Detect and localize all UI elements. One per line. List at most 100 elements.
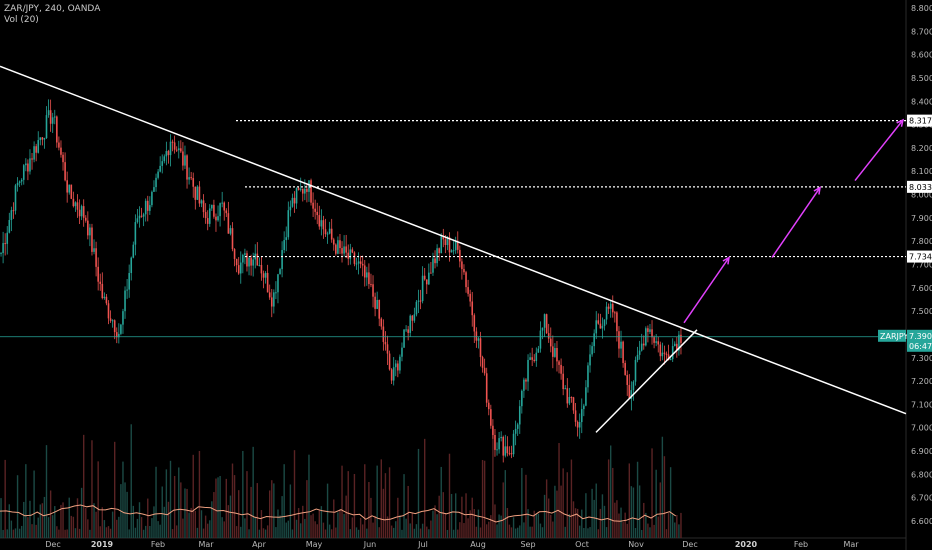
volume-bar	[60, 504, 62, 538]
candle	[157, 171, 159, 178]
volume-bar	[438, 495, 440, 538]
x-tick-label: Oct	[575, 540, 589, 549]
volume-bar	[564, 526, 566, 538]
volume-bar	[39, 504, 41, 538]
volume-bar	[626, 523, 628, 538]
descending-trendline[interactable]	[0, 65, 907, 415]
candle	[380, 318, 383, 327]
candle	[574, 410, 577, 422]
candle	[399, 356, 401, 371]
volume-bar	[122, 461, 124, 538]
volume-bar	[202, 528, 205, 538]
symbol-label[interactable]: ZAR/JPY, 240, OANDA	[4, 4, 101, 14]
x-tick-label: Aug	[470, 540, 486, 549]
y-tick-label: 7.800	[911, 237, 932, 246]
volume-bar	[233, 475, 236, 538]
candle	[186, 155, 188, 180]
volume-bar	[12, 529, 15, 538]
candle	[657, 341, 660, 345]
volume-bar	[219, 475, 221, 538]
candle	[440, 236, 443, 254]
volume-bar	[260, 510, 263, 538]
candle	[304, 188, 306, 194]
candle	[223, 202, 226, 211]
volume-bar	[155, 466, 157, 538]
candle	[324, 229, 327, 235]
candle	[289, 206, 292, 211]
volume-bar	[134, 527, 137, 538]
volume-bar	[641, 529, 643, 538]
y-tick-label: 8.500	[911, 74, 932, 83]
volume-bar	[357, 529, 360, 538]
candle	[206, 218, 209, 224]
volume-bar	[8, 504, 10, 538]
volume-bar	[432, 510, 434, 538]
candle	[173, 142, 176, 150]
candle	[105, 296, 108, 304]
volume-bar	[467, 518, 469, 538]
projection-arrow[interactable]	[683, 257, 730, 324]
candle	[142, 214, 145, 217]
candle	[430, 272, 432, 274]
candle	[326, 233, 329, 235]
projection-arrow[interactable]	[854, 119, 904, 182]
candle	[208, 208, 211, 224]
volume-bar	[266, 525, 269, 538]
volume-bar	[583, 527, 585, 538]
projection-arrow[interactable]	[771, 187, 821, 258]
candle	[560, 364, 562, 374]
volume-bar	[649, 527, 651, 538]
volume-bar	[421, 523, 424, 538]
volume-indicator-label[interactable]: Vol (20)	[4, 15, 39, 25]
candle	[130, 257, 133, 274]
volume-bar	[235, 526, 238, 538]
candle	[649, 329, 651, 332]
volume-bar	[390, 525, 393, 538]
volume-bar	[149, 526, 151, 538]
volume-bar	[62, 502, 64, 538]
candle	[353, 252, 356, 264]
candle	[597, 320, 600, 324]
candle	[99, 281, 102, 284]
candle	[616, 312, 618, 332]
candle	[446, 237, 449, 246]
volume-bar	[409, 523, 411, 538]
ascending-trendline[interactable]	[595, 329, 698, 433]
candle	[118, 333, 120, 338]
y-tick-label: 8.800	[911, 4, 932, 13]
volume-bar	[661, 436, 664, 538]
candle	[101, 283, 104, 299]
candle	[25, 163, 27, 166]
volume-bar	[221, 517, 223, 538]
volume-bar	[581, 509, 583, 538]
volume-bar	[153, 506, 155, 538]
y-tick-label: 8.200	[911, 144, 932, 153]
candle	[196, 186, 199, 200]
volume-bar	[498, 514, 500, 538]
volume-bar	[550, 514, 552, 538]
volume-bar	[490, 515, 492, 538]
candle	[283, 240, 285, 251]
candle	[225, 210, 228, 214]
volume-bar	[165, 469, 168, 538]
volume-bar	[378, 527, 380, 538]
candle	[260, 265, 263, 274]
y-tick-label: 8.400	[911, 97, 932, 106]
candle	[390, 369, 393, 381]
candle	[673, 343, 676, 347]
candle	[638, 350, 641, 355]
candle	[93, 248, 95, 252]
volume-bar	[285, 522, 287, 538]
candle	[163, 156, 166, 162]
volume-bar	[552, 521, 554, 538]
candle	[481, 357, 484, 368]
volume-bar	[386, 516, 389, 538]
candle	[490, 409, 492, 426]
candle	[22, 165, 25, 180]
volume-bar	[318, 510, 320, 538]
volume-bar	[620, 507, 622, 538]
volume-bar	[87, 519, 89, 538]
volume-bar	[45, 445, 48, 538]
